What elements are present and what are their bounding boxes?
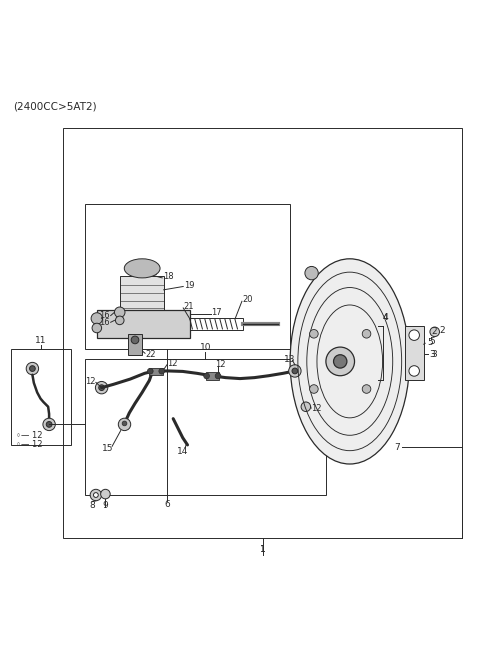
- Text: 5: 5: [430, 337, 435, 346]
- Circle shape: [90, 489, 102, 501]
- Text: 9: 9: [103, 501, 108, 510]
- Circle shape: [310, 384, 318, 394]
- Circle shape: [430, 327, 440, 337]
- Circle shape: [362, 384, 371, 394]
- Text: 8: 8: [89, 501, 95, 510]
- Circle shape: [115, 307, 125, 318]
- Circle shape: [122, 421, 127, 426]
- Circle shape: [92, 323, 102, 333]
- Bar: [187, 318, 243, 330]
- Circle shape: [204, 373, 209, 379]
- Text: 20: 20: [242, 295, 253, 304]
- Text: 12: 12: [215, 360, 225, 369]
- Text: 1: 1: [260, 545, 265, 554]
- Circle shape: [43, 418, 55, 430]
- Circle shape: [215, 373, 221, 379]
- Circle shape: [292, 368, 298, 374]
- Circle shape: [46, 422, 52, 427]
- Circle shape: [116, 316, 124, 325]
- Text: 14: 14: [177, 447, 189, 456]
- Text: 12: 12: [168, 359, 178, 368]
- Circle shape: [30, 365, 35, 371]
- Text: 19: 19: [184, 281, 194, 289]
- Text: 2: 2: [431, 327, 436, 337]
- Bar: [63, 127, 462, 538]
- Text: (2400CC>5AT2): (2400CC>5AT2): [13, 101, 97, 112]
- Circle shape: [118, 418, 131, 430]
- Circle shape: [94, 493, 98, 497]
- Circle shape: [326, 347, 355, 376]
- Circle shape: [310, 329, 318, 338]
- Circle shape: [288, 365, 301, 377]
- Text: ◦— 12: ◦— 12: [16, 431, 42, 440]
- Text: 3: 3: [431, 350, 437, 359]
- Text: 17: 17: [211, 308, 222, 318]
- Text: 2: 2: [439, 326, 444, 335]
- Text: 7: 7: [395, 443, 400, 452]
- Text: 1: 1: [260, 545, 265, 554]
- Circle shape: [96, 381, 108, 394]
- Bar: [120, 276, 164, 312]
- Circle shape: [301, 402, 311, 411]
- Circle shape: [305, 266, 318, 280]
- Circle shape: [334, 355, 347, 368]
- Circle shape: [147, 368, 153, 374]
- Circle shape: [99, 385, 105, 390]
- Text: 5: 5: [428, 338, 433, 347]
- Circle shape: [131, 336, 139, 344]
- Text: 22: 22: [145, 350, 156, 359]
- Circle shape: [26, 362, 38, 375]
- Text: 12: 12: [312, 403, 322, 413]
- Circle shape: [91, 313, 103, 324]
- Text: 6: 6: [165, 500, 170, 509]
- Circle shape: [409, 365, 420, 376]
- Bar: [85, 204, 290, 350]
- Text: 16: 16: [99, 318, 110, 327]
- Text: ◦— 12: ◦— 12: [16, 440, 42, 449]
- Text: 4: 4: [382, 312, 388, 321]
- Bar: [11, 350, 71, 445]
- Text: 18: 18: [163, 272, 173, 281]
- Bar: [149, 367, 163, 375]
- Circle shape: [159, 368, 165, 374]
- Text: 10: 10: [200, 342, 211, 352]
- Text: 15: 15: [102, 443, 113, 453]
- Text: 11: 11: [35, 337, 47, 346]
- Circle shape: [362, 329, 371, 338]
- Circle shape: [409, 330, 420, 340]
- Bar: [405, 325, 424, 380]
- Text: 12: 12: [85, 377, 96, 386]
- Text: 16: 16: [99, 310, 110, 319]
- Bar: [97, 310, 190, 338]
- Text: 4: 4: [382, 312, 388, 321]
- Ellipse shape: [124, 259, 160, 278]
- Bar: [85, 359, 326, 495]
- Text: 3: 3: [430, 350, 435, 359]
- Bar: [128, 334, 142, 355]
- Bar: [205, 373, 219, 380]
- Text: 13: 13: [284, 354, 295, 363]
- Circle shape: [101, 489, 110, 499]
- Ellipse shape: [290, 259, 409, 464]
- Text: 21: 21: [184, 302, 194, 311]
